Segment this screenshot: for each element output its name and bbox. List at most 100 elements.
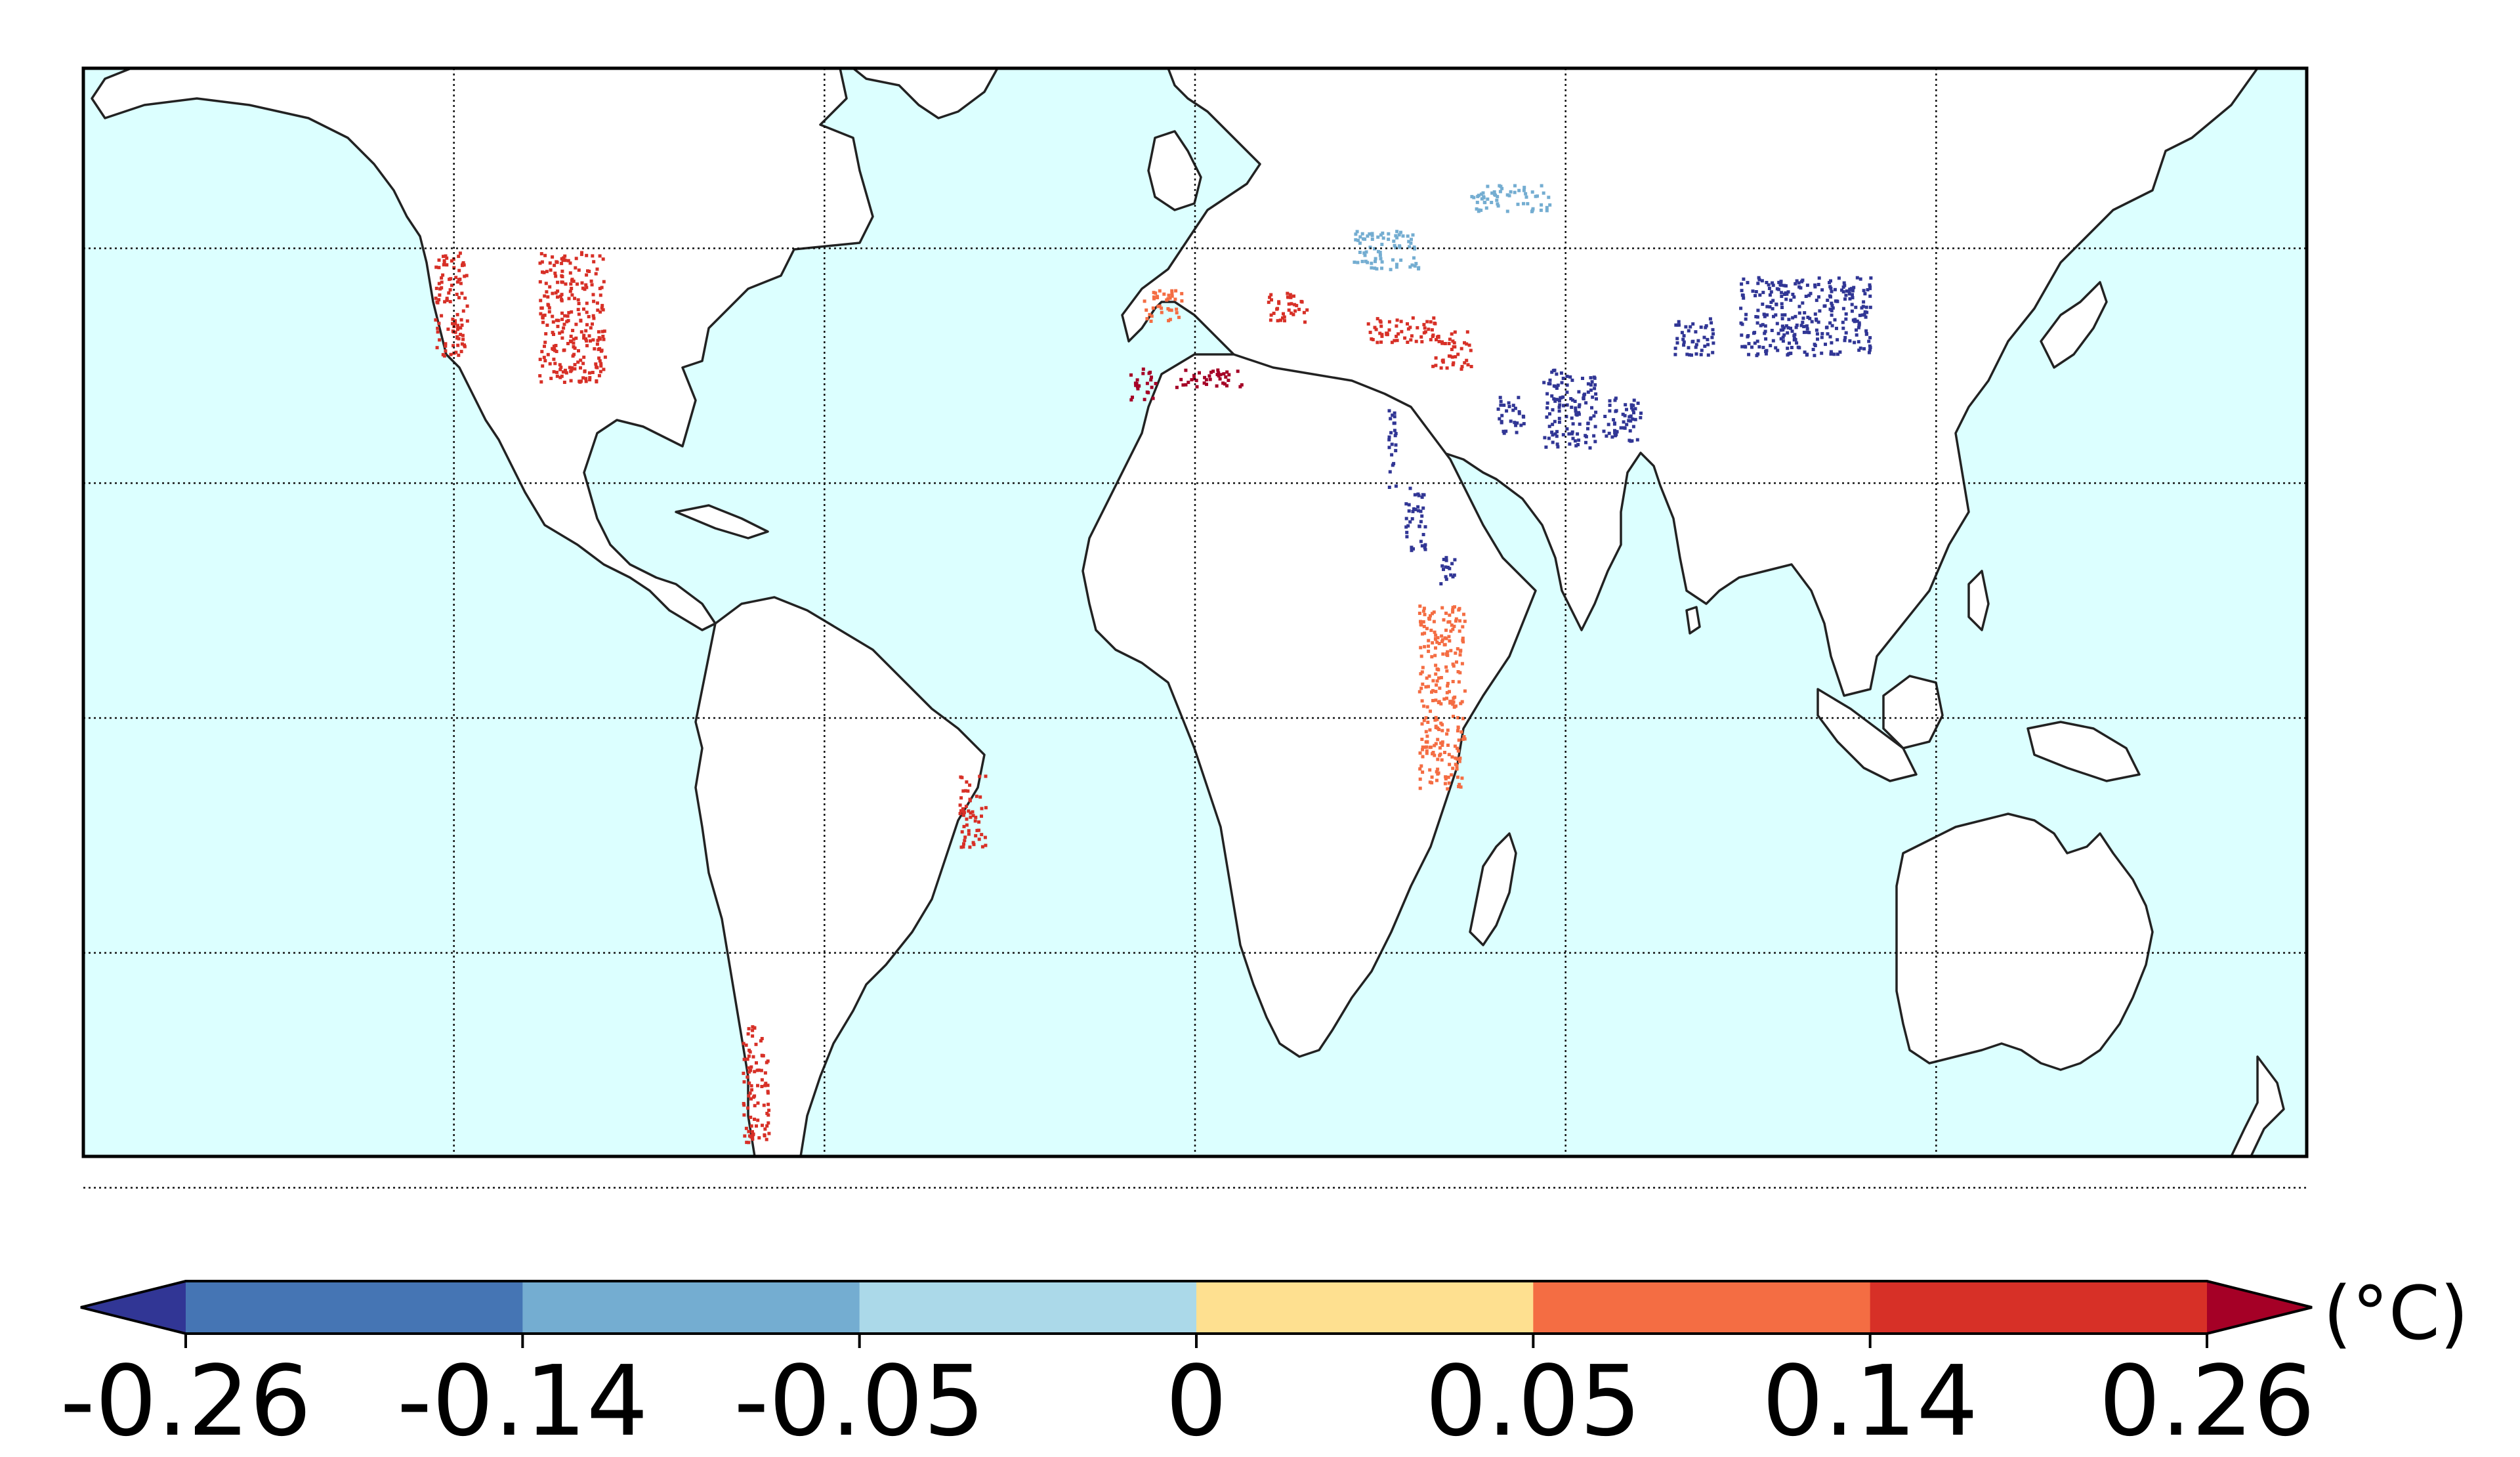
anomaly-pixel: [1854, 305, 1858, 309]
new-guinea: [2026, 721, 2141, 782]
anomaly-pixel: [1379, 324, 1383, 328]
anomaly-pixel: [971, 814, 975, 818]
anomaly-pixel: [1805, 327, 1809, 331]
anomaly-pixel: [1419, 686, 1423, 690]
anomaly-pixel: [1442, 568, 1445, 572]
anomaly-pixel: [559, 366, 563, 370]
anomaly-pixel: [572, 352, 576, 356]
anomaly-pixel: [1354, 238, 1358, 242]
anomaly-pixel: [1595, 397, 1598, 401]
anomaly-pixel: [1395, 265, 1398, 269]
anomaly-pixel: [543, 359, 547, 363]
anomaly-pixel: [461, 309, 465, 313]
anomaly-pixel: [440, 280, 444, 284]
anomaly-pixel: [570, 366, 574, 370]
anomaly-pixel: [1457, 738, 1461, 742]
anomaly-pixel: [1829, 350, 1833, 354]
anomaly-pixel: [1435, 778, 1438, 782]
anomaly-pixel: [463, 345, 467, 348]
anomaly-pixel: [1404, 525, 1408, 529]
anomaly-pixel: [1774, 346, 1778, 350]
anomaly-pixel: [1445, 366, 1449, 370]
anomaly-pixel: [592, 260, 596, 264]
anomaly-pixel: [440, 286, 444, 290]
anomaly-pixel: [958, 803, 962, 807]
anomaly-pixel: [1431, 333, 1435, 337]
anomaly-pixel: [1423, 746, 1427, 749]
anomaly-pixel: [1540, 203, 1544, 207]
anomaly-pixel: [1406, 322, 1409, 326]
anomaly-pixel: [1706, 353, 1710, 357]
anomaly-pixel: [1784, 324, 1788, 328]
anomaly-pixel: [1813, 285, 1817, 289]
anomaly-pixel: [1522, 415, 1526, 419]
anomaly-pixel: [1394, 443, 1398, 447]
anomaly-pixel: [1629, 419, 1633, 423]
anomaly-pixel: [1435, 770, 1438, 774]
anomaly-pixel: [1794, 314, 1797, 318]
anomaly-pixel: [1422, 606, 1426, 610]
anomaly-pixel: [1851, 296, 1855, 300]
anomaly-pixel: [1268, 295, 1272, 299]
anomaly-pixel: [1608, 399, 1612, 403]
anomaly-pixel: [1460, 365, 1464, 369]
anomaly-pixel: [570, 278, 574, 282]
anomaly-pixel: [1765, 348, 1769, 352]
anomaly-pixel: [444, 349, 448, 353]
anomaly-pixel: [1463, 689, 1467, 693]
anomaly-pixel: [1433, 753, 1437, 757]
anomaly-pixel: [1443, 643, 1447, 646]
anomaly-pixel: [451, 317, 455, 321]
anomaly-pixel: [569, 282, 573, 286]
anomaly-pixel: [1378, 253, 1382, 257]
anomaly-pixel: [1376, 317, 1379, 321]
anomaly-pixel: [1150, 375, 1153, 379]
anomaly-pixel: [753, 1026, 757, 1030]
anomaly-pixel: [1395, 335, 1398, 338]
anomaly-pixel: [1416, 509, 1420, 513]
anomaly-pixel: [1801, 316, 1805, 320]
anomaly-pixel: [1439, 676, 1443, 679]
anomaly-pixel: [746, 1106, 750, 1110]
anomaly-pixel: [763, 1084, 767, 1087]
anomaly-pixel: [1841, 326, 1845, 330]
map-frame: [81, 66, 2309, 1158]
anomaly-pixel: [1631, 417, 1635, 421]
anomaly-pixel: [1578, 403, 1582, 407]
anomaly-pixel: [1421, 665, 1425, 669]
anomaly-pixel: [551, 320, 555, 324]
anomaly-pixel: [1432, 316, 1436, 320]
anomaly-pixel: [1399, 258, 1403, 262]
anomaly-pixel: [1166, 307, 1170, 310]
anomaly-pixel: [1797, 305, 1801, 308]
anomaly-pixel: [1443, 782, 1447, 786]
anomaly-pixel: [1764, 337, 1768, 341]
anomaly-pixel: [1555, 387, 1559, 390]
anomaly-pixel: [588, 376, 592, 379]
anomaly-pixel: [542, 356, 546, 360]
anomaly-pixel: [1434, 672, 1438, 676]
anomaly-pixel: [1799, 286, 1803, 290]
anomaly-pixel: [1830, 303, 1834, 307]
colorbar-tick-label: 0.14: [1762, 1345, 1979, 1457]
anomaly-pixel: [1452, 700, 1456, 704]
anomaly-pixel: [1557, 406, 1561, 409]
anomaly-pixel: [1442, 697, 1446, 701]
anomaly-pixel: [1551, 408, 1555, 412]
anomaly-pixel: [1434, 725, 1438, 728]
anomaly-pixel: [1443, 751, 1446, 754]
anomaly-pixel: [1623, 426, 1627, 430]
anomaly-pixel: [1605, 434, 1608, 438]
anomaly-pixel: [1364, 250, 1368, 254]
anomaly-pixel: [1864, 329, 1868, 333]
anomaly-pixel: [1397, 233, 1401, 237]
anomaly-pixel: [1435, 641, 1439, 644]
north-america: [91, 67, 874, 631]
anomaly-pixel: [1269, 318, 1272, 322]
anomaly-pixel: [1517, 396, 1521, 400]
anomaly-pixel: [1498, 396, 1502, 400]
anomaly-pixel: [445, 297, 449, 301]
anomaly-pixel: [589, 279, 593, 283]
anomaly-pixel: [1217, 371, 1221, 375]
anomaly-pixel: [442, 261, 446, 264]
